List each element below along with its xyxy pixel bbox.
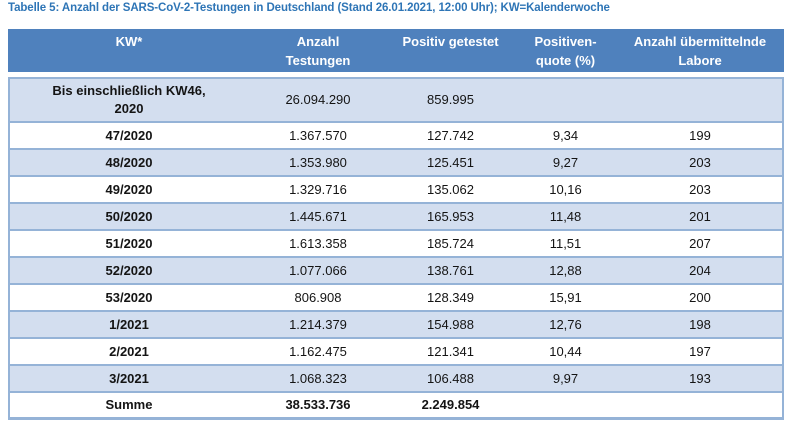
table-row: 48/2020 1.353.980 125.451 9,27 203	[10, 150, 782, 177]
column-header: Positiv getestet	[402, 34, 499, 49]
quote-cell	[513, 79, 618, 121]
table-row: 53/2020 806.908 128.349 15,91 200	[10, 285, 782, 312]
quote-cell: 11,48	[549, 208, 582, 224]
column-header: Anzahl Testungen	[285, 34, 351, 68]
labore-cell: 204	[689, 262, 711, 278]
testungen-cell: 1.353.980	[289, 154, 347, 170]
table-row: 3/2021 1.068.323 106.488 9,97 193	[10, 366, 782, 393]
testungen-cell: 806.908	[294, 289, 342, 305]
kw-cell: 3/2021	[109, 370, 149, 386]
labore-cell: 198	[689, 316, 711, 332]
column-header: KW*	[115, 34, 143, 49]
testungen-cell: 1.329.716	[289, 181, 347, 197]
labore-cell	[618, 393, 782, 417]
positiv-cell: 165.953	[427, 208, 474, 224]
testungen-cell: 1.214.379	[289, 316, 347, 332]
table-row: Bis einschließlich KW46, 2020 26.094.290 8…	[10, 79, 782, 123]
quote-cell: 12,88	[549, 262, 582, 278]
labore-cell: 203	[689, 181, 711, 197]
quote-cell: 9,97	[552, 370, 579, 386]
labore-cell: 197	[689, 343, 711, 359]
quote-cell: 9,34	[552, 127, 579, 143]
testungen-cell: 26.094.290	[285, 92, 351, 107]
testungen-cell: 1.445.671	[289, 208, 347, 224]
testungen-cell: 1.068.323	[289, 370, 347, 386]
positiv-cell: 2.249.854	[421, 397, 480, 412]
kw-cell: 1/2021	[109, 316, 149, 332]
quote-cell: 15,91	[549, 289, 582, 305]
kw-cell: 47/2020	[105, 127, 153, 143]
kw-cell: 51/2020	[105, 235, 153, 251]
positiv-cell: 127.742	[427, 127, 474, 143]
kw-cell: 2/2021	[109, 343, 149, 359]
table-row: 50/2020 1.445.671 165.953 11,48 201	[10, 204, 782, 231]
positiv-cell: 135.062	[427, 181, 474, 197]
labore-cell: 203	[689, 154, 711, 170]
kw-cell: 53/2020	[105, 289, 153, 305]
column-header: Anzahl übermittelnde Labore	[633, 34, 767, 68]
kw-cell: 50/2020	[105, 208, 153, 224]
testungen-cell: 38.533.736	[285, 397, 351, 412]
testungen-cell: 1.162.475	[289, 343, 347, 359]
kw-cell: 52/2020	[105, 262, 153, 278]
kw-cell: Bis einschließlich KW46, 2020	[52, 83, 206, 116]
table-row: 51/2020 1.613.358 185.724 11,51 207	[10, 231, 782, 258]
quote-cell: 9,27	[552, 154, 579, 170]
kw-cell: 49/2020	[105, 181, 153, 197]
quote-cell: 10,44	[549, 343, 582, 359]
table-row: 2/2021 1.162.475 121.341 10,44 197	[10, 339, 782, 366]
positiv-cell: 859.995	[427, 92, 474, 107]
table-row: 49/2020 1.329.716 135.062 10,16 203	[10, 177, 782, 204]
labore-cell: 200	[689, 289, 711, 305]
table-row: 1/2021 1.214.379 154.988 12,76 198	[10, 312, 782, 339]
quote-cell	[513, 393, 618, 417]
labore-cell: 201	[689, 208, 711, 224]
quote-cell: 10,16	[549, 181, 582, 197]
testungen-cell: 1.077.066	[289, 262, 347, 278]
column-header: Positiven- quote (%)	[534, 34, 597, 68]
table-row: Summe 38.533.736 2.249.854	[10, 393, 782, 417]
labore-cell: 207	[689, 235, 711, 251]
kw-cell: 48/2020	[105, 154, 153, 170]
table-body: Bis einschließlich KW46, 2020 26.094.290 8…	[8, 77, 784, 420]
positiv-cell: 154.988	[427, 316, 474, 332]
testungen-cell: 1.367.570	[289, 127, 347, 143]
positiv-cell: 128.349	[427, 289, 474, 305]
positiv-cell: 138.761	[427, 262, 474, 278]
quote-cell: 12,76	[549, 316, 582, 332]
table-row: 47/2020 1.367.570 127.742 9,34 199	[10, 123, 782, 150]
table-row: 52/2020 1.077.066 138.761 12,88 204	[10, 258, 782, 285]
positiv-cell: 185.724	[427, 235, 474, 251]
positiv-cell: 125.451	[427, 154, 474, 170]
labore-cell: 199	[689, 127, 711, 143]
positiv-cell: 121.341	[427, 343, 474, 359]
testungen-cell: 1.613.358	[289, 235, 347, 251]
table-header-row: KW* Anzahl Testungen Positiv getestet Posit…	[8, 29, 784, 72]
kw-cell: Summe	[105, 397, 153, 412]
testing-table: KW* Anzahl Testungen Positiv getestet Posit…	[8, 29, 784, 420]
positiv-cell: 106.488	[427, 370, 474, 386]
labore-cell	[618, 79, 782, 121]
quote-cell: 11,51	[549, 235, 582, 251]
table-caption: Tabelle 5: Anzahl der SARS-CoV-2-Testung…	[8, 2, 610, 14]
labore-cell: 193	[689, 370, 711, 386]
